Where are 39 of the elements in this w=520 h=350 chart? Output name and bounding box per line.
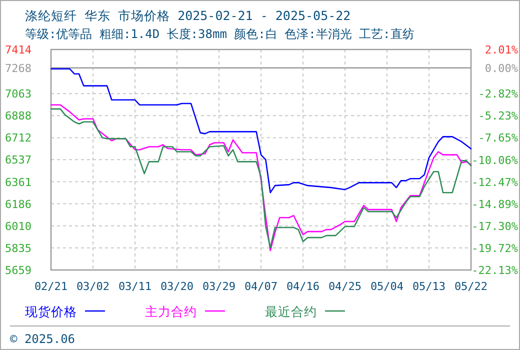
y-tick-label: 6537 (5, 154, 32, 167)
legend-label: 主力合约 (145, 304, 197, 319)
y-tick-label: 5835 (5, 242, 32, 255)
y2-tick-label: 0.00% (484, 62, 518, 75)
x-tick-label: 03/11 (118, 280, 152, 293)
y2-tick-label: -5.23% (478, 110, 518, 123)
y-tick-label: 6361 (5, 176, 32, 189)
y-tick-label: 7268 (5, 62, 32, 75)
y-tick-label: 6186 (5, 198, 32, 211)
x-tick-label: 05/13 (412, 280, 446, 293)
x-tick-label: 05/22 (454, 280, 488, 293)
x-tick-label: 04/16 (286, 280, 320, 293)
x-tick-label: 04/25 (328, 280, 362, 293)
x-tick-label: 03/29 (202, 280, 236, 293)
y2-tick-label: -14.89% (472, 198, 518, 211)
y2-tick-label: -17.30% (472, 220, 518, 233)
y-tick-label: 5659 (5, 264, 32, 277)
y2-tick-label: 2.01% (484, 44, 518, 56)
chart-title: 涤纶短纤 华东 市场价格 2025-02-21 - 2025-05-22 (25, 8, 351, 23)
y-tick-label: 7414 (5, 44, 32, 56)
x-tick-label: 03/20 (160, 280, 194, 293)
y2-tick-label: -10.06% (472, 154, 518, 167)
y-tick-label: 6010 (5, 220, 32, 233)
chart-subtitle: 等级:优等品 粗细:1.4D 长度:38mm 颜色:白 色泽:半消光 工艺:直纺 (25, 27, 414, 41)
y2-tick-label: -7.65% (478, 132, 518, 145)
x-tick-label: 02/21 (34, 280, 68, 293)
y2-tick-label: -22.13% (472, 264, 518, 277)
text: © 2025.06 (10, 332, 76, 346)
x-tick-label: 04/07 (244, 280, 278, 293)
legend-label: 现货价格 (25, 304, 77, 319)
y2-tick-label: -12.47% (472, 176, 518, 189)
legend-label: 最近合约 (265, 304, 317, 319)
y2-tick-label: -19.72% (472, 242, 518, 255)
y-tick-label: 6888 (5, 110, 32, 123)
x-tick-label: 05/04 (370, 280, 404, 293)
y-tick-label: 7063 (5, 88, 32, 101)
y-tick-label: 6712 (5, 132, 32, 145)
y2-tick-label: -2.82% (478, 88, 518, 101)
x-tick-label: 03/02 (76, 280, 110, 293)
